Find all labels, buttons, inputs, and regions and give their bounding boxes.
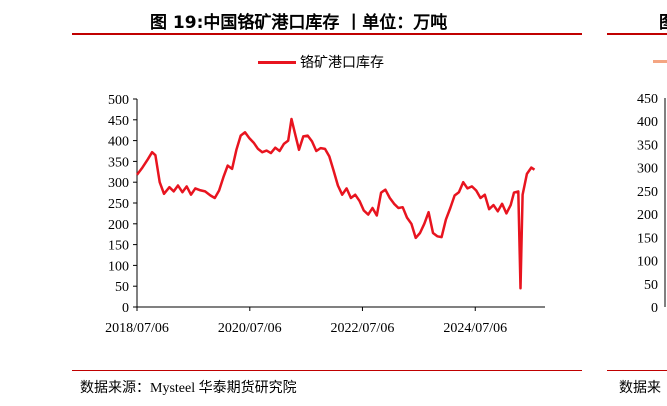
y-tick-label: 150 <box>108 239 129 254</box>
right-legend-swatch <box>653 60 667 63</box>
right-y-tick-label: 150 <box>637 231 658 246</box>
right-y-tick-label: 250 <box>637 185 658 200</box>
legend-label: 铬矿港口库存 <box>300 55 384 71</box>
title-divider <box>72 33 582 35</box>
y-tick-label: 450 <box>108 114 129 129</box>
right-y-tick-label: 450 <box>637 92 658 107</box>
right-chart-title: 图 <box>659 8 667 33</box>
y-tick-label: 350 <box>108 155 129 170</box>
y-tick-label: 50 <box>115 280 129 295</box>
legend-swatch <box>258 60 296 64</box>
right-y-tick-label: 300 <box>637 162 658 177</box>
y-tick-label: 200 <box>108 218 129 233</box>
y-tick-label: 300 <box>108 176 129 191</box>
right-partial-chart: 450 400 350 300 250 200 150 100 50 0 <box>637 92 666 316</box>
y-tick-label: 250 <box>108 197 129 212</box>
right-y-tick-label: 350 <box>637 138 658 153</box>
right-data-source: 数据来 <box>619 381 661 396</box>
series-line-0 <box>136 117 536 290</box>
right-y-tick-label: 400 <box>637 115 658 130</box>
chart-title: 图 19:中国铬矿港口库存 丨单位：万吨 <box>150 13 448 33</box>
right-y-tick-label: 100 <box>637 255 658 270</box>
y-tick-label: 400 <box>108 135 129 150</box>
right-source-divider <box>607 370 667 371</box>
legend: 铬矿港口库存 <box>258 52 384 72</box>
left-chart-panel: 图 19:中国铬矿港口库存 丨单位：万吨 铬矿港口库存 0 50 100 150 200… <box>72 13 582 396</box>
x-tick-label: 2024/07/06 <box>443 321 507 336</box>
data-source: 数据来源：Mysteel 华泰期货研究院 <box>80 381 297 396</box>
right-title-divider <box>607 33 667 35</box>
x-tick-label: 2020/07/06 <box>218 321 282 336</box>
right-y-tick-label: 50 <box>644 278 658 293</box>
source-divider <box>72 370 582 371</box>
y-tick-label: 0 <box>122 301 129 316</box>
y-tick-label: 100 <box>108 259 129 274</box>
line-chart: 0 50 100 150 200 250 300 350 400 450 500 2018/07/06… <box>105 93 545 336</box>
x-tick-label: 2022/07/06 <box>331 321 395 336</box>
x-tick-label: 2018/07/06 <box>105 321 169 336</box>
right-chart-panel: 图 450 400 350 300 250 200 150 100 50 0 数据来 <box>607 0 667 406</box>
right-y-tick-label: 200 <box>637 208 658 223</box>
right-y-tick-label: 0 <box>651 301 658 316</box>
y-tick-label: 500 <box>108 93 129 108</box>
